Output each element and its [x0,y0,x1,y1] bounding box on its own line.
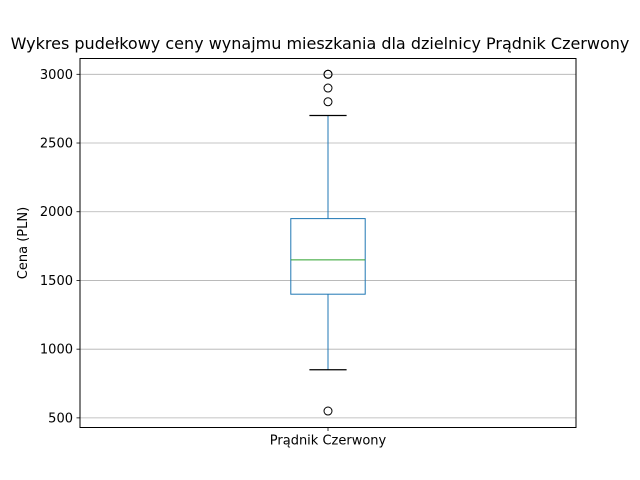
y-tick-label: 1500 [40,274,73,289]
outlier-point [323,69,333,79]
outlier-point [323,83,333,93]
y-axis-ticks: 500 1000 1500 2000 2500 3000 [40,68,80,426]
x-tick-label: Prądnik Czerwony [270,434,387,449]
chart-title: Wykres pudełkowy ceny wynajmu mieszkania… [11,34,630,53]
box-plot-marks [290,69,366,416]
y-tick-label: 3000 [40,68,73,83]
y-axis-label: Cena (PLN) [16,207,31,279]
outlier-point [323,97,333,107]
x-axis-ticks: Prądnik Czerwony [270,427,387,449]
iqr-box [290,218,366,295]
y-tick-label: 500 [48,411,73,426]
y-tick-label: 2000 [40,205,73,220]
y-tick-label: 1000 [40,343,73,358]
y-tick-label: 2500 [40,137,73,152]
outlier-point [323,406,333,416]
